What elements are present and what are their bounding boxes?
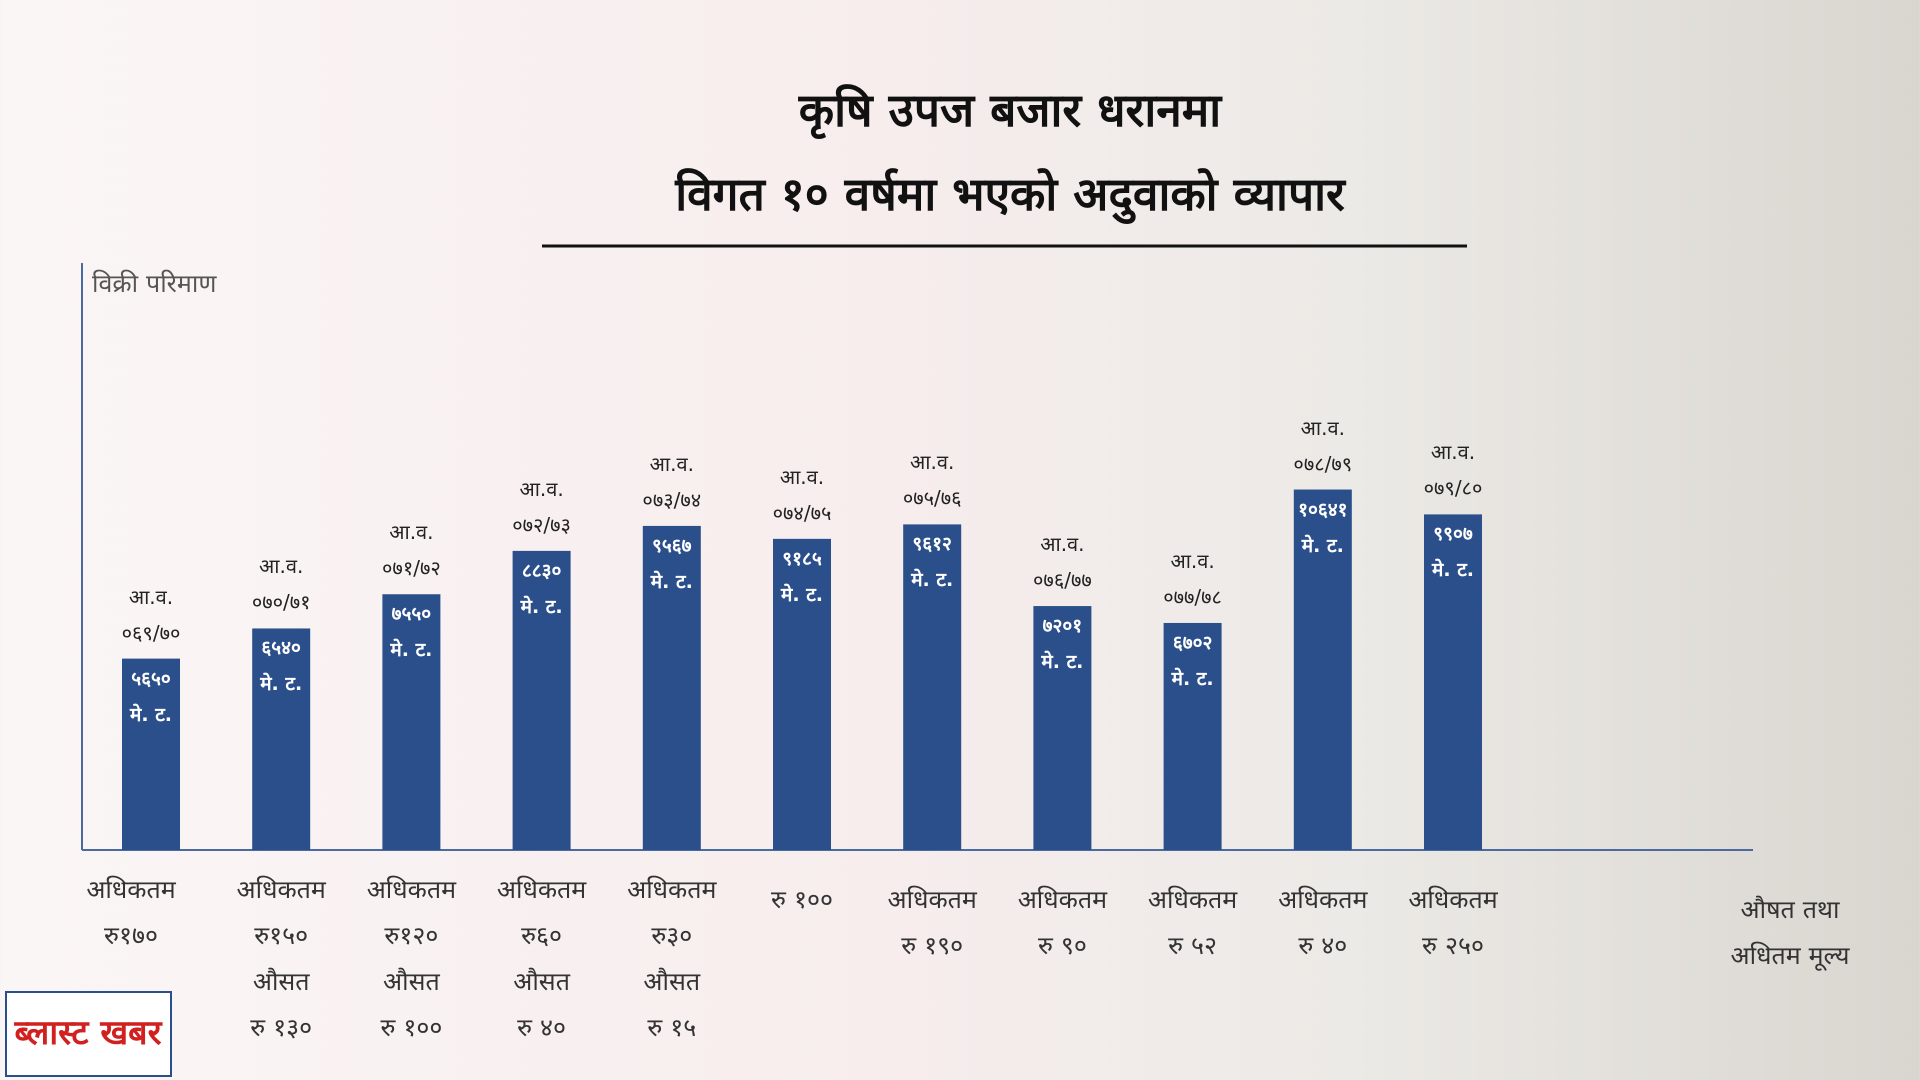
bar <box>122 658 180 850</box>
price-label: रु १०० <box>380 1013 443 1042</box>
price-label: अधिकतम <box>887 885 977 914</box>
category-label: आ.व. ०७२/७३ <box>512 476 571 537</box>
category-label: आ.व. ०७७/७८ <box>1163 548 1222 609</box>
price-label: अधिकतम <box>1408 885 1498 914</box>
price-label: रु १०० <box>771 885 833 914</box>
category-label: आ.व. ०७४/७५ <box>772 464 832 525</box>
category-label: आ.व. ०७८/७९ <box>1293 415 1353 476</box>
price-label: रु १५ <box>647 1013 697 1042</box>
price-label: औसत <box>383 967 440 996</box>
price-label: रु६० <box>521 921 563 950</box>
bar <box>252 628 311 850</box>
bar <box>1293 489 1352 850</box>
price-label: अधिकतम <box>1017 885 1108 914</box>
price-label: रु ५२ <box>1168 931 1218 960</box>
category-label: आ.व. ०७६/७७ <box>1033 532 1092 593</box>
value-label: ८८३० मे. ट. <box>520 559 563 618</box>
price-label: रु ४० <box>1298 931 1348 960</box>
value-label: ९१८५ मे. ट. <box>781 547 823 606</box>
price-label: रु ४० <box>517 1013 567 1042</box>
price-label: औसत <box>513 967 570 996</box>
price-label: औसत <box>252 967 310 996</box>
price-label: अधिकतम <box>366 875 457 904</box>
value-label: ९९०७ मे. ट. <box>1432 523 1474 582</box>
price-label: अधिकतम <box>236 875 326 904</box>
price-label: रु १३० <box>250 1013 313 1042</box>
logo: ब्लास्ट खबर <box>5 991 172 1077</box>
price-label: रु१७० <box>104 921 158 950</box>
value-label: ९५६७ मे. ट. <box>650 534 693 593</box>
price-label: रु २५० <box>1422 931 1484 960</box>
category-label: आ.व. ०७१/७२ <box>382 520 441 581</box>
category-label: आ.व. ०७९/८० <box>1423 440 1483 501</box>
price-caption: औषत तथा <box>1740 895 1840 924</box>
price-label: रु १९० <box>901 931 964 960</box>
price-label: रु ९० <box>1037 931 1087 960</box>
value-label: ५६५० मे. ट. <box>130 667 172 726</box>
price-label: अधिकतम <box>1278 885 1368 914</box>
value-label: ६५४० मे. ट. <box>260 637 303 696</box>
bar <box>1424 514 1482 850</box>
bar <box>642 525 701 850</box>
logo-box <box>5 991 172 1077</box>
y-axis-label: विक्री परिमाण <box>92 269 217 298</box>
price-label: रु३० <box>651 921 693 950</box>
value-label: ७५५० मे. ट. <box>390 603 433 662</box>
price-label: रु१५० <box>254 921 309 950</box>
category-label: आ.व. ०७०/७१ <box>251 554 311 615</box>
bar <box>382 594 441 850</box>
bar <box>512 550 571 850</box>
value-label: ६७०२ मे. ट. <box>1171 631 1214 690</box>
value-label: १०६४१ मे. ट. <box>1298 498 1348 557</box>
bar <box>1163 622 1222 850</box>
price-label: अधिकतम <box>496 875 587 904</box>
logo-text: ब्लास्ट खबर <box>14 1013 163 1053</box>
bar <box>1033 606 1092 850</box>
bar <box>903 524 962 850</box>
price-label: अधिकतम <box>627 875 717 904</box>
value-label: ९६१२ मे. ट. <box>911 533 954 592</box>
title-line: कृषि उपज बजार धरानमा <box>798 83 1222 137</box>
category-label: आ.व. ०६९/७० <box>121 584 181 645</box>
price-label: अधिकतम <box>1147 885 1238 914</box>
price-caption: अधितम मूल्य <box>1730 941 1850 970</box>
price-label: रु१२० <box>384 921 439 950</box>
bar <box>773 538 831 850</box>
value-label: ७२०१ मे. ट. <box>1041 615 1084 674</box>
category-label: आ.व. ०७३/७४ <box>642 451 702 512</box>
price-label: अधिकतम <box>86 875 176 904</box>
title-line: विगत १० वर्षमा भएको अदुवाको व्यापार <box>675 167 1345 221</box>
price-label: औसत <box>643 967 701 996</box>
category-label: आ.व. ०७५/७६ <box>902 450 962 511</box>
